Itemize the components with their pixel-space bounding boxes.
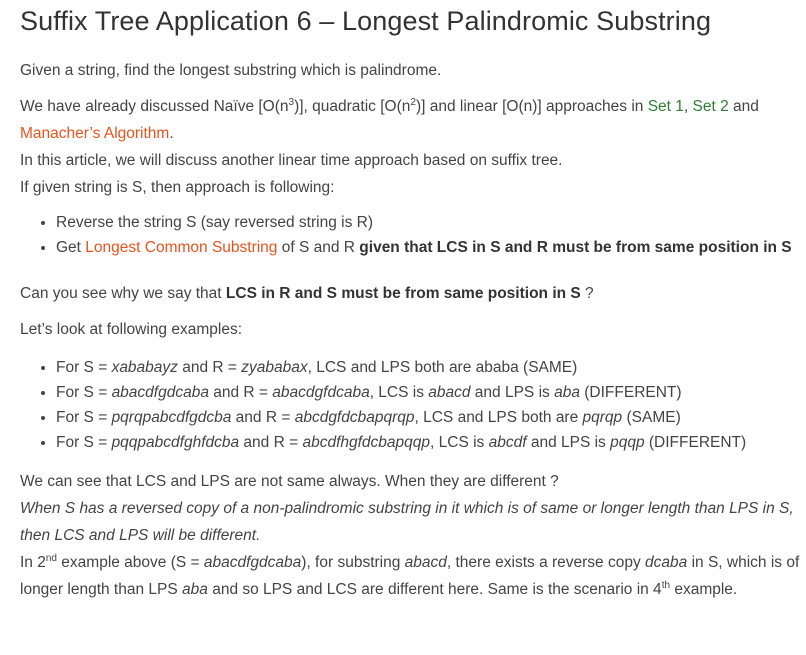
- page-title: Suffix Tree Application 6 – Longest Pali…: [20, 6, 712, 36]
- conclusion-paragraph: We can see that LCS and LPS are not same…: [20, 473, 800, 598]
- approach-line: If given string is S, then approach is f…: [20, 179, 335, 196]
- list-item: Get Longest Common Substring of S and R …: [56, 235, 806, 260]
- question-paragraph: Can you see why we say that LCS in R and…: [20, 285, 594, 302]
- list-item: For S = pqqpabcdfghfdcba and R = abcdfhg…: [56, 430, 806, 455]
- intro-text: Given a string, find the longest substri…: [20, 62, 442, 79]
- observation-italic: When S has a reversed copy of a non-pali…: [20, 500, 794, 544]
- article-line: In this article, we will discuss another…: [20, 152, 563, 169]
- approach-steps-list: Reverse the string S (say reversed strin…: [20, 210, 806, 260]
- set-2-link[interactable]: Set 2: [692, 98, 729, 115]
- list-item: Reverse the string S (say reversed strin…: [56, 210, 806, 235]
- list-item: For S = pqrqpabcdfgdcba and R = abcdgfdc…: [56, 405, 806, 430]
- list-item: For S = abacdfgdcaba and R = abacdgfdcab…: [56, 380, 806, 405]
- examples-intro: Let’s look at following examples:: [20, 321, 243, 338]
- set-1-link[interactable]: Set 1: [647, 98, 684, 115]
- manacher-algorithm-link[interactable]: Manacher’s Algorithm: [20, 125, 170, 142]
- examples-list: For S = xababayz and R = zyababax, LCS a…: [20, 355, 806, 455]
- list-item: For S = xababayz and R = zyababax, LCS a…: [56, 355, 806, 380]
- longest-common-substring-link[interactable]: Longest Common Substring: [85, 239, 278, 256]
- approaches-paragraph: We have already discussed Naïve [O(n3)],…: [20, 96, 759, 196]
